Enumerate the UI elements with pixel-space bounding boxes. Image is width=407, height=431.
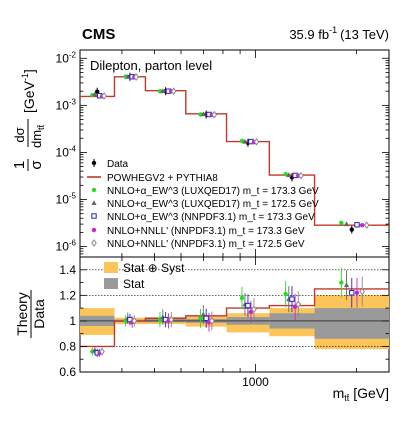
top-marker (359, 222, 365, 228)
legend-swatch-stat (104, 278, 118, 289)
top-marker (253, 137, 260, 146)
ratio-marker (248, 309, 254, 315)
ratio-ylabel-bottom: Data (31, 299, 47, 329)
ratio-marker (239, 295, 245, 301)
top-y-axis-label: 1 σ dσ dmtt̄ [GeV-1] (11, 69, 46, 171)
svg-text:[GeV-1]: [GeV-1] (20, 69, 37, 113)
top-marker (239, 138, 245, 144)
legend-label: NNLO+NNLL' (NNPDF3.1) m_t = 173.3 GeV (107, 226, 305, 237)
ratio-marker (354, 290, 360, 295)
legend-marker (91, 160, 97, 166)
ratio-marker (203, 315, 209, 322)
ratio-ylabel-top: Theory (14, 292, 30, 336)
ratio-marker (283, 291, 288, 297)
legend-label: NNLO+NNLL' (NNPDF3.1) m_t = 172.5 GeV (107, 239, 305, 250)
svg-text:σ: σ (28, 160, 45, 170)
top-marker (283, 171, 288, 177)
legend-label: NNLO+α_EW^3 (NNPDF3.1) m_t = 173.3 GeV (107, 212, 315, 223)
top-y-tick-label: 10-2 (56, 50, 77, 65)
top-y-tick-label: 10-3 (56, 97, 77, 112)
band-stat (314, 308, 389, 339)
top-marker (95, 89, 100, 94)
ratio-marker (245, 302, 251, 309)
ratio-marker (292, 304, 298, 310)
legend-label: NNLO+α_EW^3 (LUXQED17) m_t = 172.5 GeV (107, 199, 319, 210)
ratio-marker (131, 317, 138, 325)
top-y-tick-label: 10-4 (56, 144, 77, 159)
lumi-label: 35.9 fb-1 (13 TeV) (289, 25, 389, 42)
top-annotation: Dilepton, parton level (90, 58, 212, 73)
ratio-marker (168, 315, 175, 324)
top-marker (133, 73, 139, 81)
top-marker (160, 88, 166, 94)
top-marker (101, 92, 107, 100)
top-marker (339, 220, 344, 225)
top-marker (200, 111, 206, 117)
top-marker (363, 221, 370, 229)
ratio-marker (289, 296, 295, 302)
top-y-tick-label: 10-5 (56, 191, 77, 206)
top-marker (349, 227, 354, 232)
top-marker (211, 110, 218, 119)
ratio-y-tick-label: 0.6 (59, 365, 76, 379)
ratio-y-tick-label: 1.2 (59, 288, 76, 302)
ratio-marker (349, 290, 355, 296)
legend-stat-syst-label: Stat ⊕ Syst (123, 261, 185, 275)
ratio-marker (359, 287, 366, 296)
svg-text:1: 1 (11, 161, 28, 169)
ratio-y-tick-label: 1.4 (59, 263, 76, 277)
legend-stat-label: Stat (123, 277, 145, 291)
legend-marker (91, 239, 97, 247)
ratio-y-tick-label: 0.8 (59, 339, 76, 353)
top-marker (125, 73, 131, 79)
experiment-label: CMS (82, 26, 115, 43)
top-marker (92, 91, 98, 97)
lumi-energy: (13 TeV) (340, 27, 389, 42)
top-marker (354, 222, 360, 228)
ratio-y-tick-label: 1 (69, 314, 76, 328)
top-marker (286, 172, 292, 178)
ratio-marker (295, 300, 302, 309)
legend-marker (91, 187, 97, 193)
ratio-marker (200, 311, 206, 317)
ratio-marker (251, 305, 257, 314)
legend-marker (91, 200, 97, 205)
ratio-marker (99, 347, 105, 356)
ratio-marker (339, 280, 344, 285)
top-y-tick-label: 10-6 (56, 239, 77, 254)
top-marker (170, 87, 177, 96)
ratio-uncertainty-bands (80, 295, 389, 349)
x-axis-label: mtt̄ [GeV] (333, 385, 389, 403)
legend-swatch-stat-syst (104, 262, 118, 273)
top-marker (298, 171, 304, 180)
legend-label: Data (107, 159, 129, 170)
top-marker (343, 221, 350, 227)
ratio-panel-data (80, 267, 389, 357)
ratio-legend: Stat ⊕ Syst Stat (104, 261, 185, 291)
top-axis-ticks: 10-6 10-5 10-4 10-3 10-2 (56, 50, 389, 372)
legend-label: NNLO+α_EW^3 (LUXQED17) m_t = 173.3 GeV (107, 186, 319, 197)
ratio-y-axis-label: Theory Data (14, 290, 47, 338)
svg-text:dσ: dσ (12, 127, 27, 142)
ratio-axis-ticks: 0.6 0.8 1 1.2 1.4 1000 (59, 256, 389, 389)
x-tick-label: 1000 (242, 375, 269, 389)
top-legend: Data POWHEGV2 + PYTHIA8 NNLO+α_EW^3 (LUXQE… (87, 159, 319, 250)
legend-marker (91, 213, 97, 219)
ratio-marker (209, 317, 215, 325)
top-marker (242, 138, 248, 144)
lumi-value: 35.9 fb (289, 27, 329, 42)
top-panel-data (80, 72, 389, 234)
svg-text:dmtt̄: dmtt̄ (29, 124, 46, 148)
lumi-exp: -1 (329, 25, 337, 35)
powheg-line (80, 76, 389, 226)
ratio-marker (343, 282, 350, 288)
ratio-marker (198, 316, 203, 321)
legend-marker (91, 227, 97, 233)
legend-label: POWHEGV2 + PYTHIA8 (107, 173, 218, 184)
